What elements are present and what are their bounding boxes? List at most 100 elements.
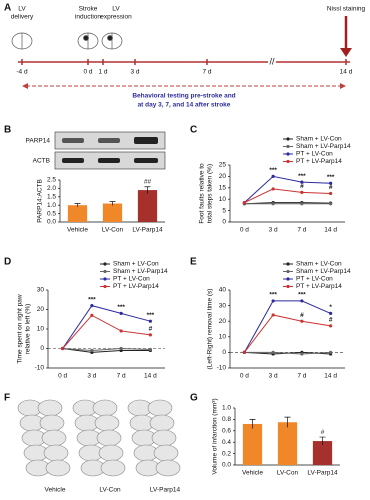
point	[90, 313, 94, 317]
x-tick-label: 3 d	[269, 227, 278, 234]
y-tick-label: 2.5	[47, 177, 56, 184]
series-line	[62, 314, 151, 349]
x-tick-label: 14 d	[324, 373, 337, 380]
annotation: ***	[147, 312, 155, 319]
brain-slice	[147, 399, 173, 417]
point	[242, 201, 246, 205]
x-tick-label: 3 d	[87, 373, 96, 380]
y-tick-label: 10	[219, 196, 227, 203]
x-tick-label: 0 d	[58, 373, 67, 380]
bar	[242, 423, 263, 465]
timeline-tick-label: 1 d	[98, 69, 107, 76]
point	[242, 350, 246, 354]
point	[61, 346, 65, 351]
bar	[277, 422, 298, 465]
point	[300, 319, 304, 323]
y-tick-label: 0	[222, 349, 226, 356]
timeline-label: LV	[112, 6, 120, 13]
legend-label: Sham + LV-Con	[296, 136, 342, 143]
timeline-label: LV	[18, 6, 26, 13]
series-line	[243, 314, 331, 353]
panel-label: C	[190, 125, 197, 136]
series-line	[62, 348, 151, 353]
annotation: ***	[298, 292, 306, 299]
y-tick-label: 0.8	[222, 416, 231, 423]
y-axis-label: Volume of infarction (mm³)	[212, 398, 219, 474]
bar	[67, 205, 88, 222]
blot-label: ACTB	[33, 158, 50, 165]
y-axis-label: Time spent on right paw	[17, 294, 24, 363]
annotation: ***	[117, 304, 125, 311]
x-tick-label: 7 d	[117, 373, 126, 380]
point	[90, 304, 94, 308]
annotation: *	[329, 304, 332, 311]
error-bar	[109, 201, 116, 206]
legend-label: Sham + LV-Parp14	[296, 143, 351, 150]
brain-slice	[41, 429, 67, 447]
brain-slice	[100, 459, 126, 477]
annotation: ***	[298, 173, 306, 180]
brain-slice	[155, 459, 181, 477]
panel-label: E	[190, 257, 197, 268]
legend-swatch	[286, 137, 290, 141]
point	[300, 190, 304, 194]
point	[119, 329, 123, 333]
point	[119, 311, 123, 315]
panel-label: G	[190, 393, 198, 404]
slice-group-label: LV-Con	[99, 487, 121, 494]
legend-swatch	[103, 262, 107, 266]
y-tick-label: 1.5	[47, 194, 56, 201]
annotation: ##	[144, 178, 152, 185]
y-tick-label: 1.0	[47, 202, 56, 209]
x-tick-label: 0 d	[240, 227, 249, 234]
y-tick-label: -10	[35, 365, 45, 372]
y-tick-label: 0	[222, 219, 226, 226]
timeline-label: Nissl staining	[327, 6, 366, 13]
y-tick-label: 0.5	[47, 210, 56, 217]
x-tick-label: LV-Con	[102, 227, 124, 234]
panel-label: D	[4, 257, 11, 268]
timeline-label: expression	[100, 14, 132, 21]
slice-group-label: LV-Parp14	[150, 487, 181, 494]
point	[271, 313, 275, 317]
series-line	[244, 188, 331, 204]
y-tick-label: 40	[219, 287, 227, 294]
y-tick-label: 20	[37, 306, 45, 313]
y-tick-label: 10	[219, 334, 227, 341]
brain-slice	[37, 399, 63, 417]
bar	[312, 441, 333, 465]
brain-slice	[96, 429, 122, 447]
timeline-tick-label: 0 d	[83, 69, 92, 76]
error-bar	[144, 186, 151, 194]
x-tick-label: Vehicle	[242, 470, 263, 477]
point	[329, 324, 333, 328]
legend-label: PT + LV-Parp14	[113, 283, 159, 290]
point	[271, 174, 275, 178]
timeline-tick-label: 3 d	[130, 69, 139, 76]
legend-swatch	[286, 159, 290, 164]
legend-swatch	[286, 269, 290, 274]
legend-swatch	[286, 152, 290, 156]
y-axis-label: total steps taken (%)	[207, 164, 214, 223]
y-tick-label: 0.0	[222, 462, 231, 469]
brain-slice	[45, 459, 71, 477]
legend-label: PT + LV-Con	[296, 276, 333, 283]
brain-slice	[94, 414, 120, 432]
x-tick-label: LV-Con	[277, 470, 299, 477]
timeline-tick-label: 7 d	[202, 69, 211, 76]
y-tick-label: 30	[37, 287, 45, 294]
x-tick-label: 7 d	[297, 227, 306, 234]
series-line	[62, 305, 151, 349]
annotation: #	[300, 183, 304, 190]
timeline-label: delivery	[11, 14, 34, 21]
panel-label: A	[4, 3, 11, 14]
y-tick-label: 30	[219, 302, 227, 309]
legend-label: PT + LV-Parp14	[296, 283, 342, 290]
legend-label: PT + LV-Con	[296, 151, 333, 158]
y-tick-label: 15	[219, 185, 227, 192]
legend-swatch	[103, 284, 107, 289]
x-tick-label: 7 d	[297, 373, 306, 380]
y-tick-label: 0.0	[47, 219, 56, 226]
point	[329, 191, 333, 196]
